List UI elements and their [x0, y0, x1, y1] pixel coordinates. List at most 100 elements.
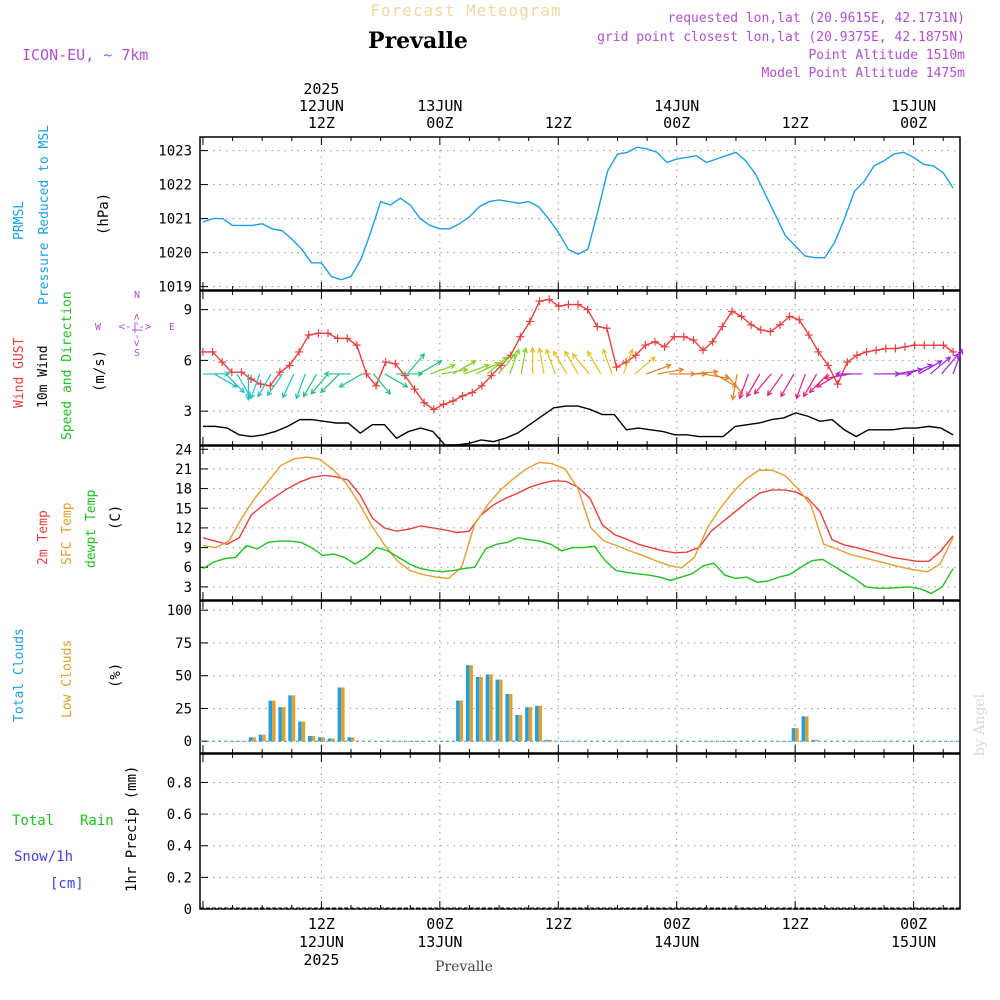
watermark: by Angel: [972, 693, 988, 756]
total-cloud-bar: [317, 737, 322, 742]
wind-arrow: [214, 373, 238, 388]
low-cloud-bar: [814, 739, 819, 742]
location-title: Prevalle: [368, 28, 468, 54]
wind-arrow: [732, 373, 738, 400]
wind-arrow: [538, 348, 545, 375]
total-cloud-bar: [456, 700, 460, 742]
wind-arrow: [486, 356, 508, 375]
wind-arrow-head: [808, 387, 815, 394]
low-cloud-bar: [281, 707, 286, 742]
wind-arrow: [464, 364, 490, 375]
snow-unit-label: [cm]: [50, 876, 84, 892]
prmsl-label: PRMSL: [12, 201, 27, 240]
wind-arrow: [702, 373, 729, 380]
wind-arrow-head: [385, 388, 391, 395]
time-label-top: 00Z: [663, 114, 690, 132]
wind-arrow: [372, 373, 391, 395]
wind-arrow: [587, 351, 602, 375]
total-cloud-bar: [347, 737, 352, 742]
wind-arrow: [295, 373, 306, 399]
wind-arrow-head: [753, 388, 760, 395]
y-tick-label: 15: [175, 501, 192, 517]
footer-location: Prevalle: [435, 959, 493, 975]
y-tick-label: 6: [184, 353, 192, 369]
wind-arrow-head: [462, 367, 469, 373]
wind-arrow-head: [419, 353, 426, 360]
wind-arrow-head: [302, 391, 309, 398]
total-cloud-bar: [337, 687, 342, 742]
snow-label: Snow/1h: [14, 849, 73, 865]
wind-arrow-head: [823, 374, 831, 381]
wind-arrow-head: [402, 382, 409, 388]
y-tick-label: 6: [184, 560, 192, 576]
wind-arrow-head: [587, 350, 593, 357]
wind-arrow-head: [730, 394, 737, 401]
model-altitude: Model Point Altitude 1475m: [762, 66, 966, 81]
wind-arrow-head: [529, 346, 536, 353]
grid-coords: grid point closest lon,lat (20.9375E, 42…: [597, 30, 965, 45]
wind-arrow-head: [723, 374, 730, 381]
y-tick-label: 1023: [158, 144, 192, 160]
compass-w: W: [95, 322, 102, 333]
low-cloud-bar: [321, 737, 325, 742]
total-cloud-bar: [288, 695, 292, 742]
wind-arrow-head: [564, 350, 570, 357]
wind-arrow-head: [338, 382, 345, 388]
pressure-unit: (hPa): [96, 193, 112, 235]
wind-arrow-head: [281, 392, 288, 399]
wind-unit: (m/s): [92, 350, 108, 392]
wind-arrow: [418, 360, 442, 375]
panel-frame: [199, 753, 961, 910]
wind-arrow-head: [628, 348, 634, 355]
time-label-bottom: 12JUN: [299, 933, 344, 951]
total-cloud-bar: [248, 737, 253, 742]
precip-panel-labels: Total Rain Snow/1h [cm] 1hr Precip (mm): [12, 766, 140, 892]
wind-arrow-head: [766, 390, 773, 397]
wind-arrow: [430, 364, 455, 375]
wind-arrow: [553, 351, 568, 375]
wind-arrow: [407, 353, 425, 375]
wind-arrow-head: [537, 347, 544, 354]
y-tick-label: 18: [175, 482, 192, 498]
panel-frame: [199, 136, 961, 291]
time-label-bottom: 00Z: [663, 915, 690, 933]
wind-arrow: [320, 373, 340, 393]
wind-arrow: [780, 373, 795, 397]
time-label-top: 14JUN: [654, 97, 699, 115]
time-label-bottom: 12Z: [545, 915, 572, 933]
low-cloud-bar: [489, 674, 493, 742]
wind-arrow-head: [257, 391, 263, 398]
time-label-bottom: 13JUN: [417, 933, 462, 951]
wind-arrow-head: [803, 391, 809, 398]
low-cloud-bar: [262, 734, 266, 742]
wind-arrow-head: [815, 382, 822, 388]
y-tick-label: 1022: [158, 178, 192, 194]
prmsl-desc-label: Pressure Reduced to MSL: [37, 125, 52, 305]
low-cloud-bar: [459, 700, 464, 742]
low-cloud-bar: [795, 728, 799, 742]
wind-arrow-head: [545, 348, 551, 355]
wind-arrow: [714, 373, 738, 388]
wind-arrow-head: [470, 360, 477, 366]
wind-arrow-head: [501, 356, 508, 363]
pressure-line: [202, 146, 954, 281]
total-cloud-bar: [801, 716, 806, 742]
compass-s: S: [134, 348, 140, 359]
y-tick-label: 0.6: [167, 807, 192, 823]
wind-arrow: [564, 351, 579, 375]
wind-arrow-head: [916, 367, 924, 373]
total-cloud-bar: [505, 694, 509, 742]
chart-title: Forecast Meteogram: [370, 1, 561, 20]
low-cloud-bar: [528, 707, 533, 742]
time-label-top: 12JUN: [299, 97, 344, 115]
y-tick-label: 3: [184, 404, 192, 420]
sfc-temp-label: SFC Temp: [60, 502, 75, 565]
time-label-top: 12Z: [308, 114, 335, 132]
total-cloud-bar: [465, 665, 470, 742]
wind-arrow: [303, 373, 318, 397]
wind-arrow: [657, 368, 684, 375]
total-label: Total: [12, 813, 54, 829]
